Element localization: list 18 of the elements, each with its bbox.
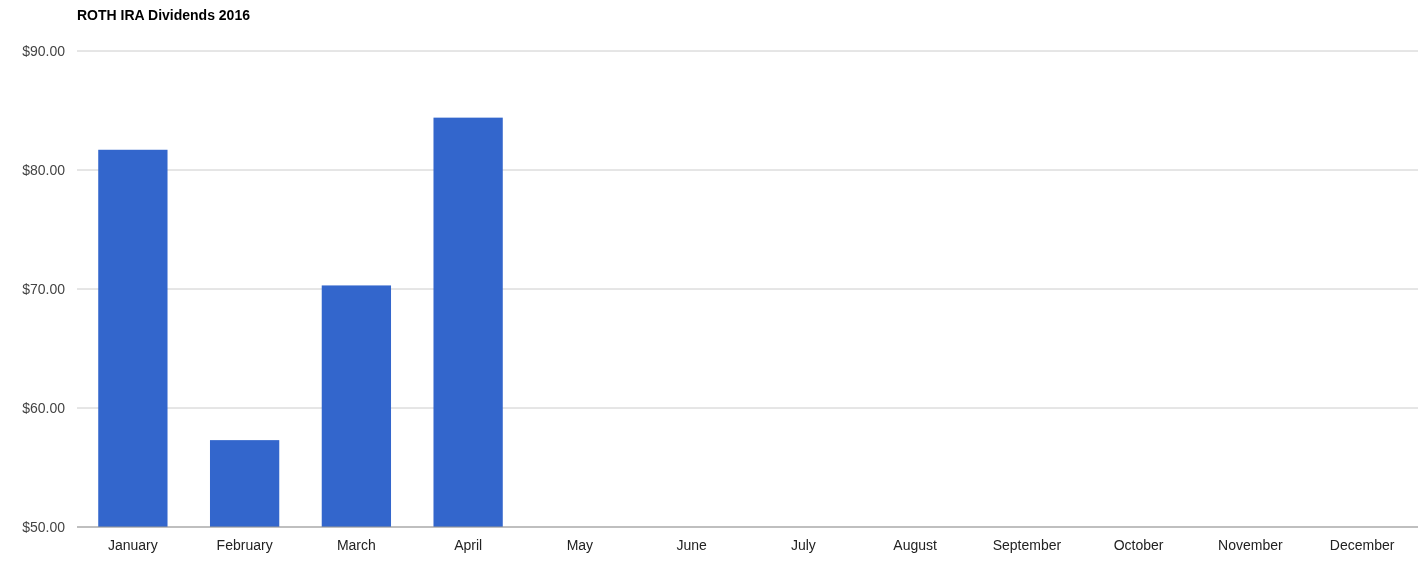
x-tick-label: September xyxy=(992,536,1062,553)
x-tick-label: August xyxy=(893,536,938,553)
x-tick-label: February xyxy=(216,536,273,553)
y-tick-label: $70.00 xyxy=(22,280,66,297)
y-tick-label: $80.00 xyxy=(22,161,66,178)
x-tick-label: April xyxy=(454,536,483,553)
x-tick-label: June xyxy=(676,536,708,553)
x-tick-label: January xyxy=(107,536,158,553)
y-tick-label: $60.00 xyxy=(22,399,66,416)
x-tick-label: October xyxy=(1113,536,1164,553)
x-tick-label: May xyxy=(566,536,594,553)
y-tick-label: $50.00 xyxy=(22,518,66,535)
x-tick-label: July xyxy=(790,536,816,553)
x-tick-label: December xyxy=(1329,536,1395,553)
chart-title: ROTH IRA Dividends 2016 xyxy=(77,7,251,23)
x-tick-label: November xyxy=(1218,536,1283,553)
y-tick-label: $90.00 xyxy=(22,42,66,59)
x-tick-label: March xyxy=(336,536,376,553)
